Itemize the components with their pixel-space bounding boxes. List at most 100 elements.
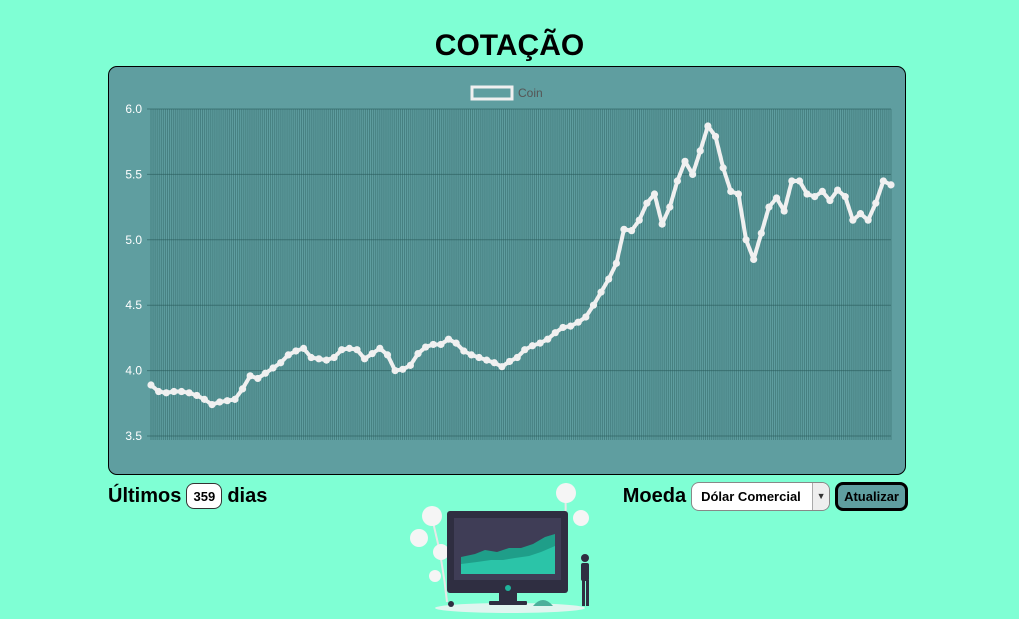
data-point: [414, 349, 422, 358]
data-point: [353, 346, 361, 354]
data-point: [811, 193, 819, 201]
data-point: [376, 344, 384, 352]
data-point: [223, 397, 231, 405]
chart-canvas: 6.0 5.5 5.0 4.5 4.0 3.5 Coin: [125, 85, 895, 443]
data-point: [437, 340, 445, 349]
data-point: [391, 367, 399, 375]
data-point: [757, 229, 765, 237]
data-point: [696, 147, 704, 155]
data-point: [574, 318, 582, 326]
data-point: [315, 355, 323, 363]
data-point: [330, 353, 338, 362]
data-point: [788, 177, 796, 185]
days-prefix-label: Últimos: [108, 484, 182, 507]
data-point: [505, 357, 514, 366]
data-point: [170, 387, 178, 396]
data-point: [734, 190, 743, 198]
data-point: [673, 177, 681, 185]
data-point: [475, 353, 483, 362]
bush-icon: [533, 600, 553, 606]
data-point: [231, 395, 239, 403]
currency-control: Moeda Dólar Comercial ▼ Atualizar: [623, 481, 908, 511]
data-point: [544, 335, 552, 343]
data-point: [406, 361, 414, 369]
price-chart: 6.0 5.5 5.0 4.5 4.0 3.5 Coin: [108, 66, 906, 475]
data-point: [795, 177, 804, 185]
data-point: [338, 346, 346, 354]
data-point: [750, 255, 758, 264]
data-point: [833, 186, 842, 194]
data-point: [322, 356, 331, 364]
data-point: [185, 389, 193, 397]
data-point: [155, 387, 163, 396]
legend-label: Coin: [518, 86, 543, 100]
legend-swatch: [470, 85, 514, 101]
data-point: [521, 346, 529, 354]
data-point: [269, 364, 277, 372]
data-point: [498, 363, 506, 371]
plant-left: [410, 506, 449, 603]
data-point: [307, 353, 315, 362]
days-control: Últimos dias: [108, 481, 267, 511]
data-point: [238, 385, 247, 393]
data-point: [277, 359, 285, 367]
currency-selected-value: Dólar Comercial: [701, 488, 801, 504]
currency-select[interactable]: Dólar Comercial ▼: [691, 481, 831, 511]
chevron-down-icon[interactable]: ▼: [812, 482, 830, 510]
data-point: [864, 216, 872, 224]
data-point: [826, 196, 834, 205]
data-point: [597, 288, 605, 296]
data-point: [452, 339, 460, 347]
data-point: [429, 340, 437, 349]
data-point: [704, 122, 712, 130]
data-point: [361, 355, 369, 363]
data-point: [849, 216, 857, 224]
page-title: COTAÇÃO: [434, 29, 585, 62]
analytics-illustration: [410, 483, 589, 613]
days-input[interactable]: [186, 483, 223, 509]
data-point: [612, 259, 620, 267]
data-point: [162, 389, 170, 397]
data-point: [422, 343, 430, 351]
pot-icon: [448, 601, 454, 607]
y-tick-label: 6.0: [125, 102, 142, 116]
data-point: [483, 356, 491, 364]
data-point: [689, 170, 697, 178]
data-point: [528, 342, 537, 350]
data-point: [620, 225, 628, 233]
data-point: [582, 313, 590, 321]
data-point: [490, 359, 498, 367]
data-point: [803, 190, 811, 198]
data-point: [765, 203, 773, 211]
data-point: [772, 194, 781, 202]
y-tick-label: 4.5: [125, 298, 142, 312]
data-point: [879, 177, 887, 185]
data-point: [292, 347, 300, 355]
person-icon: [581, 554, 589, 606]
data-point: [246, 372, 254, 380]
monitor-icon: [447, 511, 568, 605]
data-point: [841, 193, 849, 201]
data-point: [368, 349, 376, 358]
y-tick-label: 3.5: [125, 429, 142, 443]
data-point: [383, 351, 392, 359]
y-tick-label: 4.0: [125, 364, 142, 378]
y-tick-label: 5.0: [125, 233, 142, 247]
data-point: [650, 190, 659, 198]
days-suffix-label: dias: [227, 484, 268, 507]
update-button[interactable]: Atualizar: [835, 481, 908, 511]
data-point: [589, 301, 598, 309]
data-point: [727, 187, 735, 196]
data-point: [261, 369, 270, 377]
data-point: [872, 199, 880, 207]
data-point: [559, 323, 567, 332]
data-point: [666, 203, 674, 211]
data-point: [818, 187, 826, 196]
data-point: [299, 344, 308, 352]
data-point: [742, 236, 750, 244]
data-point: [200, 395, 209, 403]
data-point: [628, 227, 636, 235]
data-point: [177, 387, 186, 396]
data-point: [399, 365, 407, 373]
data-point: [681, 157, 689, 165]
